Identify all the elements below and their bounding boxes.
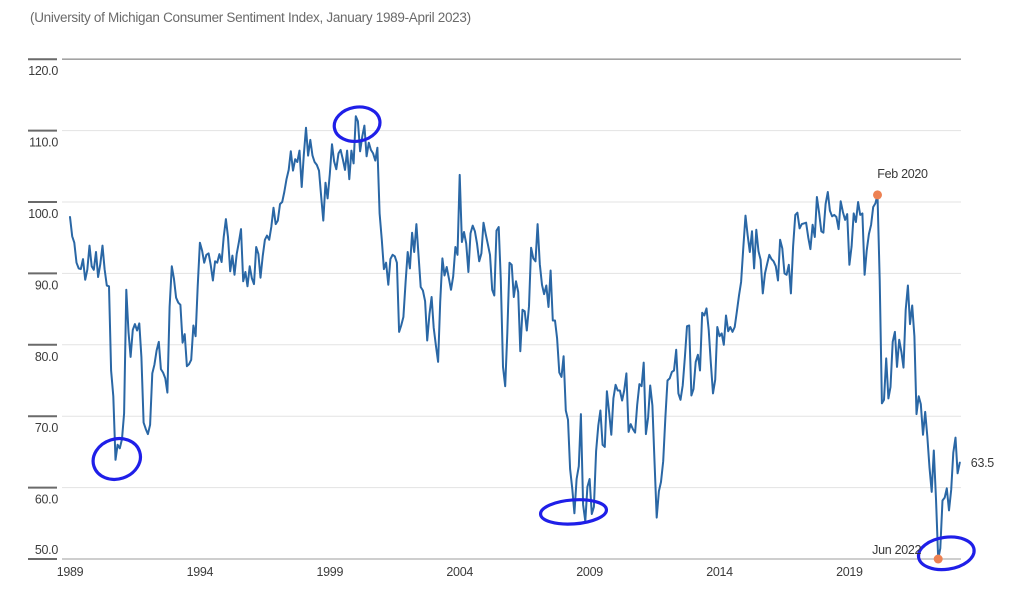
x-tick-label: 1999 bbox=[316, 565, 343, 579]
marker-date-label: Jun 2022 bbox=[872, 543, 921, 557]
y-tick-label: 100.0 bbox=[28, 207, 58, 221]
x-tick-label: 2009 bbox=[576, 565, 603, 579]
y-tick-label: 120.0 bbox=[28, 64, 58, 78]
chart-subtitle: (University of Michigan Consumer Sentime… bbox=[30, 10, 471, 25]
x-tick-label: 2019 bbox=[836, 565, 863, 579]
x-tick-label: 2014 bbox=[706, 565, 733, 579]
latest-value-label: 63.5 bbox=[971, 456, 994, 470]
y-axis-tick-marks bbox=[28, 58, 57, 560]
sentiment-line-series bbox=[69, 115, 961, 560]
x-tick-label: 1989 bbox=[57, 565, 84, 579]
hand-drawn-circle bbox=[916, 535, 976, 572]
marker-dot bbox=[933, 554, 943, 564]
annotation-marker-dots bbox=[873, 190, 943, 564]
y-axis-labels: 120.0 110.0 100.0 90.0 80.0 70.0 60.0 50.0 bbox=[28, 64, 58, 557]
x-tick-label: 1994 bbox=[187, 565, 214, 579]
x-axis-year-labels: 1989 1994 1999 2004 2009 2014 2019 bbox=[57, 565, 864, 579]
y-tick-label: 110.0 bbox=[29, 136, 58, 150]
hand-drawn-circle bbox=[332, 105, 382, 144]
hand-drawn-annotation-circles bbox=[91, 105, 976, 572]
hand-drawn-circle bbox=[538, 498, 609, 526]
hand-drawn-circle bbox=[91, 436, 143, 482]
y-tick-label: 80.0 bbox=[35, 350, 58, 364]
y-tick-label: 70.0 bbox=[35, 421, 58, 435]
y-tick-label: 50.0 bbox=[35, 543, 58, 557]
marker-dot bbox=[873, 190, 882, 200]
y-tick-label: 60.0 bbox=[35, 493, 58, 507]
x-tick-label: 2004 bbox=[446, 565, 473, 579]
annotation-labels: Feb 2020 Jun 2022 63.5 bbox=[872, 167, 994, 557]
marker-date-label: Feb 2020 bbox=[877, 167, 928, 181]
y-tick-label: 90.0 bbox=[35, 278, 58, 292]
